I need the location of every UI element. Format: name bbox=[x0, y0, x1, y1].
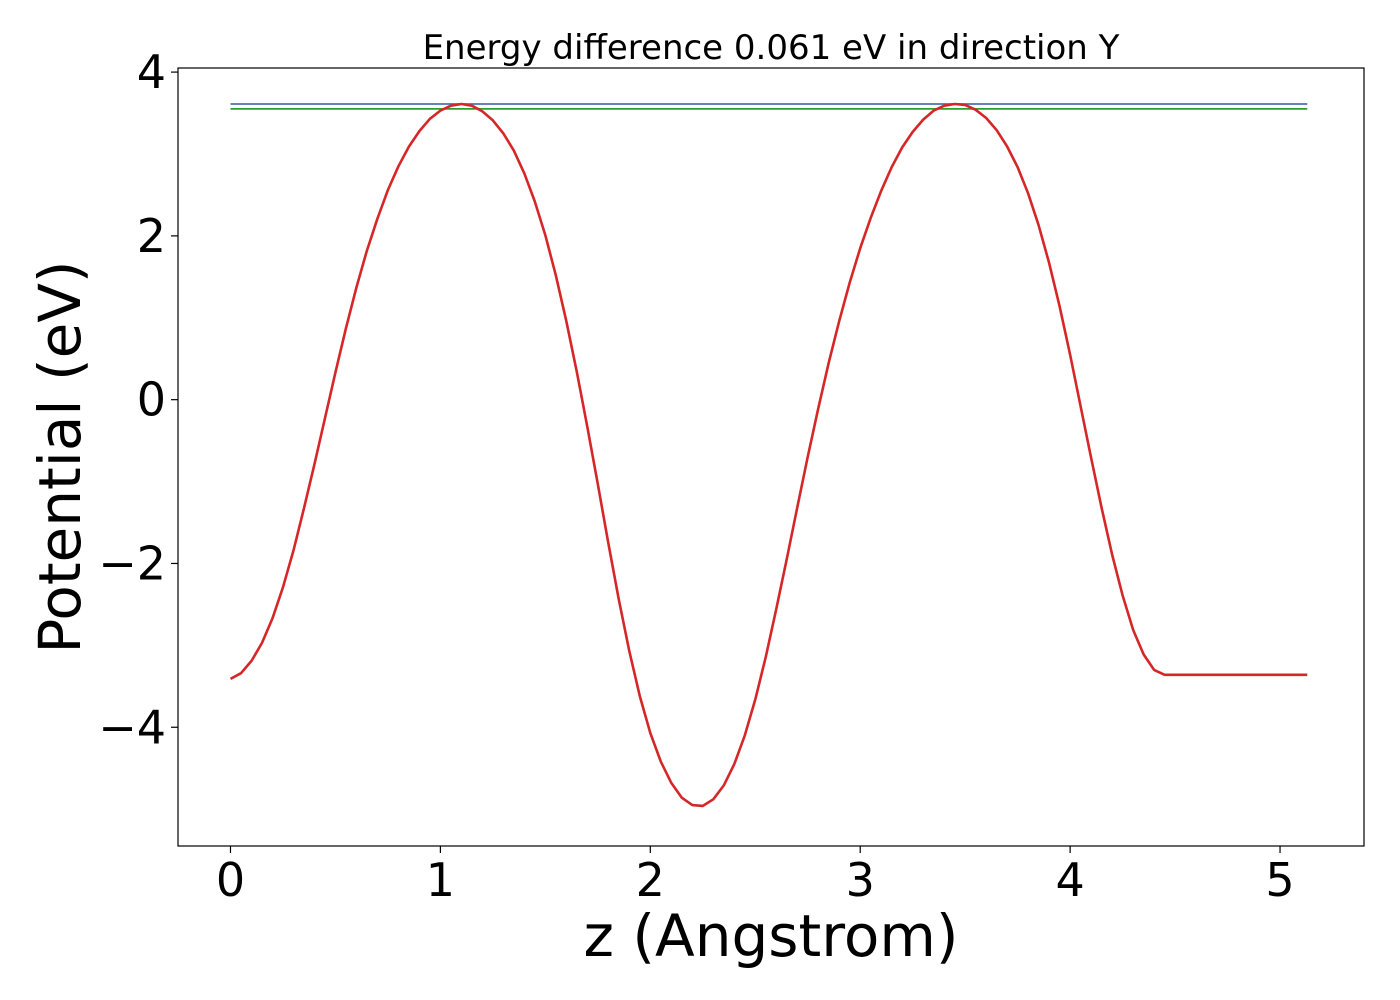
y-tick-label: −2 bbox=[98, 536, 166, 590]
chart-title: Energy difference 0.061 eV in direction … bbox=[423, 28, 1120, 68]
x-tick-label: 3 bbox=[846, 853, 875, 907]
ticks-layer: 0 1 2 3 4 5 −4 −2 0 2 4 bbox=[98, 45, 1294, 907]
x-tick-label: 1 bbox=[426, 853, 455, 907]
x-tick-label: 0 bbox=[216, 853, 245, 907]
plot-frame bbox=[177, 67, 1365, 847]
y-tick-label: 0 bbox=[137, 373, 166, 427]
x-tick-label: 5 bbox=[1265, 853, 1294, 907]
y-tick-label: 2 bbox=[137, 209, 166, 263]
y-axis-label: Potential (eV) bbox=[26, 260, 94, 653]
x-tick-label: 4 bbox=[1055, 853, 1084, 907]
series-line-3 bbox=[229, 102, 1308, 808]
y-tick-label: 4 bbox=[137, 45, 166, 99]
y-tick-label: −4 bbox=[98, 700, 166, 754]
series-layer bbox=[229, 102, 1308, 808]
x-axis-label: z (Angstrom) bbox=[584, 902, 959, 970]
x-tick-label: 2 bbox=[636, 853, 665, 907]
plot-background bbox=[178, 68, 1364, 846]
